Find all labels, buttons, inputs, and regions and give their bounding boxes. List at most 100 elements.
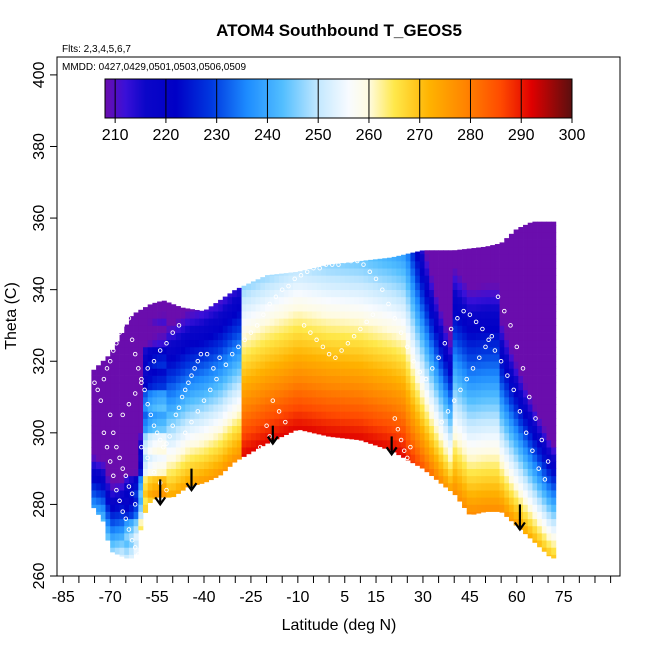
field-cell [494,425,500,434]
field-cell [302,325,308,333]
field-cell [316,418,322,427]
field-cell [274,282,280,291]
field-cell [218,447,224,455]
field-cell [546,461,552,469]
field-cell [213,311,219,319]
field-cell [302,282,308,291]
field-cell [541,354,547,362]
field-cell [185,325,191,333]
field-cell [429,368,435,376]
field-cell [194,346,200,355]
field-cell [227,361,233,369]
field-cell [274,411,280,419]
field-cell [147,311,153,319]
field-cell [204,354,210,362]
field-cell [368,418,374,427]
field-cell [494,468,500,477]
field-cell [260,311,266,319]
field-cell [175,325,181,333]
field-cell [227,318,233,326]
field-cell [518,325,524,333]
field-cell [523,525,529,534]
field-cell [504,389,510,398]
field-cell [208,475,214,481]
field-cell [447,404,454,412]
field-cell [396,296,402,305]
field-cell [218,311,224,319]
field-cell [133,339,139,348]
field-cell [297,289,303,298]
field-cell [114,346,120,355]
colorbar-tick-label: 220 [153,127,180,144]
field-cell [283,389,289,398]
field-cell [260,404,266,412]
field-cell [546,303,552,312]
field-cell [166,461,172,469]
field-cell [335,425,341,434]
field-cell [255,339,261,348]
field-cell [354,282,360,291]
field-cell [443,332,449,341]
field-cell [443,361,449,369]
observation-point [217,355,222,360]
field-cell [372,354,378,362]
field-cell [471,248,477,255]
field-cell [462,461,468,469]
field-cell [96,389,102,398]
field-cell [194,447,200,455]
field-cell [194,468,200,477]
field-cell [119,475,125,484]
field-cell [433,418,439,427]
field-cell [410,418,416,427]
observation-point [286,283,291,289]
field-cell [236,432,242,441]
field-cell [307,289,313,298]
field-cell [344,418,350,427]
field-cell [537,346,543,355]
field-cell [325,432,332,437]
field-cell [551,382,557,391]
field-cell [490,325,496,333]
field-cell [114,397,120,405]
field-cell [283,368,289,376]
field-cell [527,261,533,269]
field-cell [518,432,524,441]
field-cell [119,375,125,384]
field-cell [185,397,191,405]
field-cell [114,411,120,419]
field-cell [143,418,149,427]
field-cell [523,354,529,362]
field-cell [490,303,496,312]
field-cell [466,368,472,376]
field-cell [307,325,313,333]
field-cell [499,389,505,398]
field-cell [340,418,346,427]
field-cell [396,439,402,448]
observation-point [111,473,116,479]
observation-point [417,369,423,375]
field-cell [452,404,458,412]
field-cell [166,389,172,398]
field-cell [105,382,111,391]
field-cell [340,404,346,412]
field-cell [405,296,411,305]
field-cell [166,447,172,455]
observation-point [517,409,523,414]
field-cell [208,354,214,362]
field-cell [546,368,552,376]
field-cell [443,439,449,448]
field-cell [462,454,468,462]
field-cell [143,482,149,491]
field-cell [438,289,444,298]
field-cell [471,368,477,376]
field-cell [340,361,346,369]
observation-point [323,262,329,267]
field-cell [260,346,266,355]
field-cell [452,375,458,384]
observation-point [489,333,495,339]
field-cell [152,404,158,412]
field-cell [523,239,529,248]
field-cell [138,468,144,477]
field-cell [157,361,163,369]
field-cell [532,318,538,326]
